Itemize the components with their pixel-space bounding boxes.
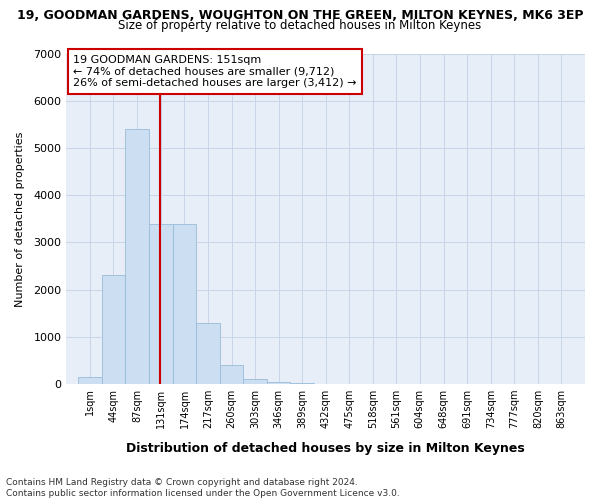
Bar — [220, 365, 244, 384]
Bar — [149, 224, 173, 384]
Text: 19, GOODMAN GARDENS, WOUGHTON ON THE GREEN, MILTON KEYNES, MK6 3EP: 19, GOODMAN GARDENS, WOUGHTON ON THE GRE… — [17, 9, 583, 22]
Bar — [244, 379, 267, 384]
Bar — [196, 322, 220, 384]
Y-axis label: Number of detached properties: Number of detached properties — [15, 131, 25, 306]
Text: Contains HM Land Registry data © Crown copyright and database right 2024.
Contai: Contains HM Land Registry data © Crown c… — [6, 478, 400, 498]
Bar — [125, 130, 149, 384]
Bar — [267, 382, 290, 384]
Bar — [78, 376, 101, 384]
Bar — [290, 383, 314, 384]
Bar — [173, 224, 196, 384]
X-axis label: Distribution of detached houses by size in Milton Keynes: Distribution of detached houses by size … — [126, 442, 525, 455]
Text: 19 GOODMAN GARDENS: 151sqm
← 74% of detached houses are smaller (9,712)
26% of s: 19 GOODMAN GARDENS: 151sqm ← 74% of deta… — [73, 55, 357, 88]
Bar — [101, 276, 125, 384]
Text: Size of property relative to detached houses in Milton Keynes: Size of property relative to detached ho… — [118, 19, 482, 32]
